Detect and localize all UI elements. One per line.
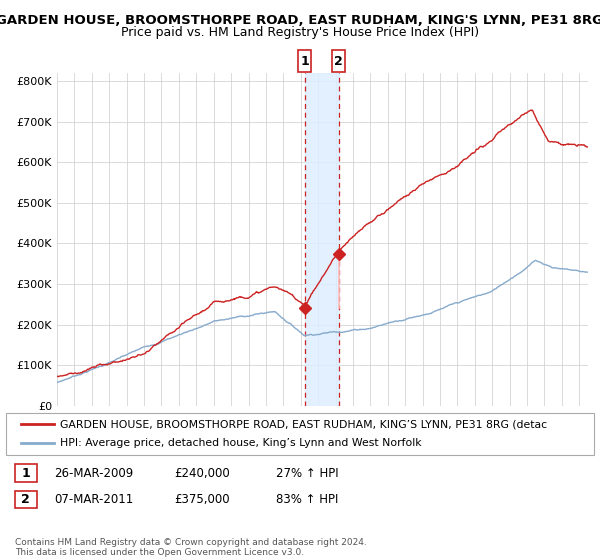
- Text: GARDEN HOUSE, BROOMSTHORPE ROAD, EAST RUDHAM, KING’S LYNN, PE31 8RG (detac: GARDEN HOUSE, BROOMSTHORPE ROAD, EAST RU…: [60, 419, 547, 429]
- Text: £240,000: £240,000: [174, 466, 230, 480]
- Text: GARDEN HOUSE, BROOMSTHORPE ROAD, EAST RUDHAM, KING'S LYNN, PE31 8RG: GARDEN HOUSE, BROOMSTHORPE ROAD, EAST RU…: [0, 14, 600, 27]
- Text: 27% ↑ HPI: 27% ↑ HPI: [276, 466, 338, 480]
- FancyBboxPatch shape: [332, 50, 345, 72]
- Bar: [305, 73, 338, 406]
- Text: 2: 2: [334, 55, 343, 68]
- Text: Price paid vs. HM Land Registry's House Price Index (HPI): Price paid vs. HM Land Registry's House …: [121, 26, 479, 39]
- Text: 2: 2: [22, 493, 30, 506]
- Text: 83% ↑ HPI: 83% ↑ HPI: [276, 493, 338, 506]
- FancyBboxPatch shape: [298, 50, 311, 72]
- Text: 07-MAR-2011: 07-MAR-2011: [54, 493, 133, 506]
- Text: Contains HM Land Registry data © Crown copyright and database right 2024.
This d: Contains HM Land Registry data © Crown c…: [15, 538, 367, 557]
- Text: 1: 1: [22, 466, 30, 480]
- Text: £375,000: £375,000: [174, 493, 230, 506]
- Text: 26-MAR-2009: 26-MAR-2009: [54, 466, 133, 480]
- Text: 1: 1: [301, 55, 309, 68]
- Text: HPI: Average price, detached house, King’s Lynn and West Norfolk: HPI: Average price, detached house, King…: [60, 438, 422, 449]
